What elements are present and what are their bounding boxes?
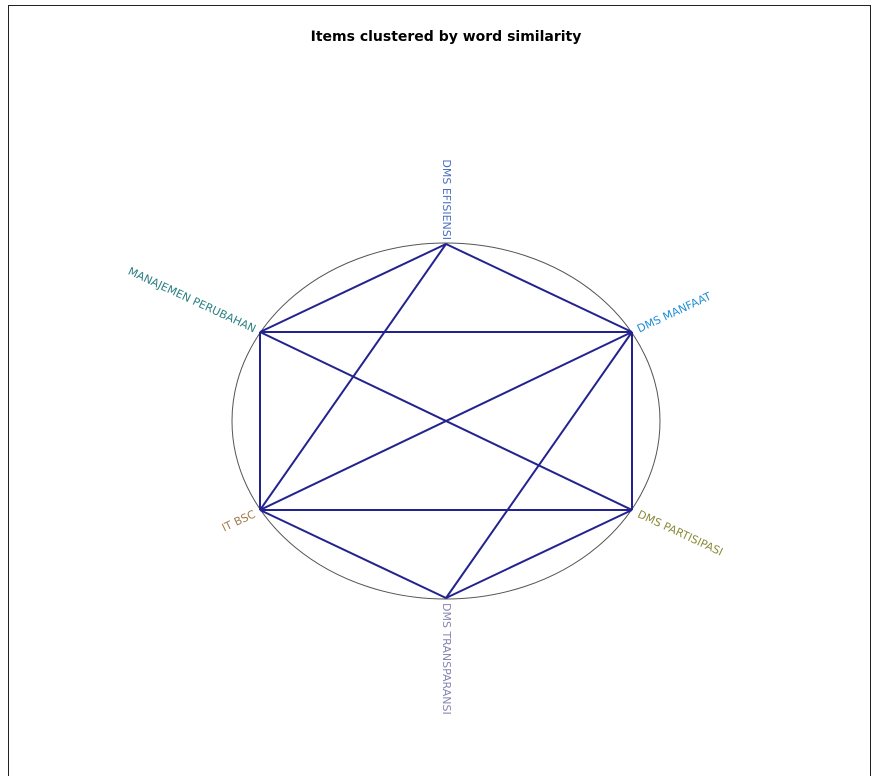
edge — [259, 331, 633, 511]
circle — [231, 242, 661, 600]
frame — [8, 5, 871, 776]
node-label: DMS EFISIENSI — [440, 159, 453, 240]
edge — [445, 509, 633, 599]
edge — [445, 331, 633, 599]
node-label: DMS TRANSPARANSI — [440, 603, 453, 715]
edge — [445, 243, 633, 333]
edges — [259, 243, 633, 599]
edge — [259, 509, 447, 599]
edge — [259, 243, 447, 333]
title: Items clustered by word similarity — [311, 29, 582, 45]
